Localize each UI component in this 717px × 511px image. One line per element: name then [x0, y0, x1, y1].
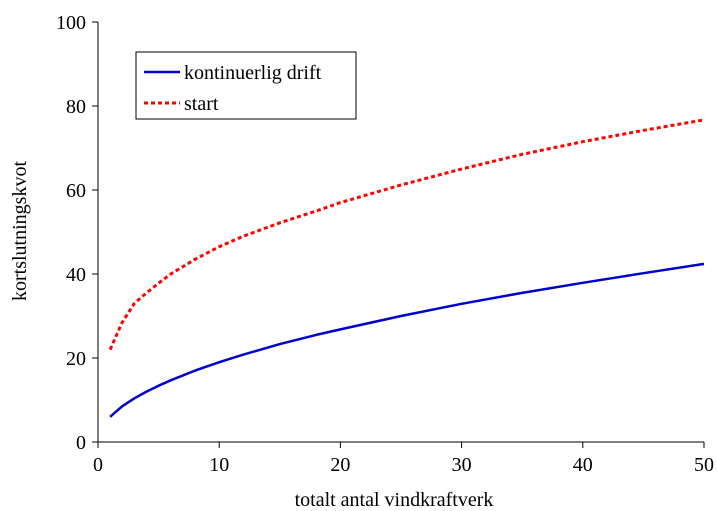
- x-tick-label: 30: [452, 454, 472, 476]
- x-tick-label: 10: [209, 454, 229, 476]
- axes: 0 20 40 60 80 100 0 10 20 30 40 50: [56, 12, 714, 476]
- legend: kontinuerlig drift start: [135, 51, 357, 120]
- y-tick-label: 60: [66, 180, 86, 202]
- series-layer: [108, 118, 705, 418]
- legend-label-kontinuerlig-drift: kontinuerlig drift: [184, 62, 322, 84]
- series-line-kontinuerlig-drift: [109, 262, 705, 418]
- y-tick-label: 100: [56, 12, 86, 34]
- y-axis-title: kortslutningskvot: [9, 161, 31, 301]
- y-tick-label: 40: [66, 264, 86, 286]
- y-tick-label: 20: [66, 348, 86, 370]
- x-tick-label: 50: [694, 454, 714, 476]
- x-tick-label: 20: [330, 454, 350, 476]
- y-tick-label: 0: [76, 432, 86, 454]
- x-tick-label: 0: [93, 454, 103, 476]
- series-line-start: [108, 118, 705, 351]
- y-tick-label: 80: [66, 96, 86, 118]
- x-axis-title: totalt antal vindkraftverk: [295, 489, 494, 511]
- legend-label-start: start: [184, 93, 219, 115]
- legend-box: [135, 51, 357, 120]
- x-tick-label: 40: [573, 454, 593, 476]
